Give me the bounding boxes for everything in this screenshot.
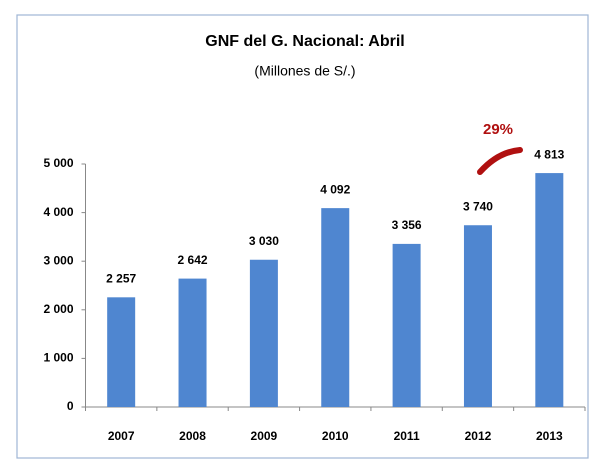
x-tick-label: 2009: [251, 429, 278, 443]
bar: [321, 208, 350, 407]
y-tick-label: 1 000: [43, 351, 73, 365]
bar: [392, 243, 421, 407]
value-label: 3 740: [463, 199, 493, 213]
chart-frame: [16, 14, 589, 459]
chart-subtitle: (Millones de S/.): [254, 63, 355, 79]
value-label: 3 030: [249, 234, 279, 248]
value-label: 3 356: [392, 218, 422, 232]
chart-title: GNF del G. Nacional: Abril: [205, 33, 404, 50]
bar: [535, 173, 564, 407]
bar: [107, 297, 136, 407]
x-tick-label: 2010: [322, 429, 349, 443]
bar: [249, 259, 278, 407]
y-tick-label: 4 000: [43, 205, 73, 219]
value-label: 4 092: [320, 182, 350, 196]
annotation: 29%: [483, 121, 513, 138]
x-tick-label: 2013: [536, 429, 563, 443]
y-tick-label: 2 000: [43, 302, 73, 316]
y-tick-label: 5 000: [43, 156, 73, 170]
x-tick-label: 2007: [108, 429, 135, 443]
y-tick-label: 0: [67, 399, 74, 413]
bar: [463, 225, 492, 407]
y-tick-label: 3 000: [43, 253, 73, 267]
x-tick-label: 2011: [394, 429, 420, 443]
growth-arc: [477, 147, 523, 175]
value-label: 4 813: [534, 147, 564, 161]
x-tick-label: 2008: [179, 429, 206, 443]
bar: [178, 278, 207, 407]
value-label: 2 642: [178, 253, 208, 267]
value-label: 2 257: [106, 271, 136, 285]
x-tick-label: 2012: [465, 429, 492, 443]
